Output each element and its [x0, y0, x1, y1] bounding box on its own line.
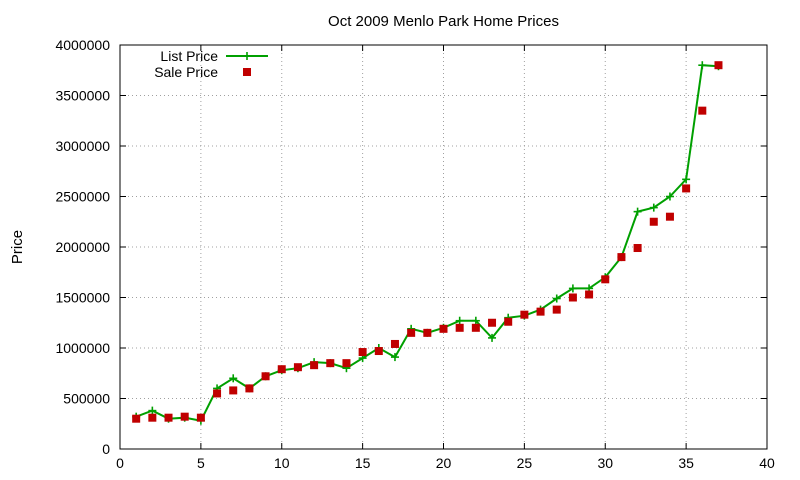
y-tick-label: 3500000 — [55, 88, 110, 104]
x-tick-label: 10 — [274, 455, 290, 471]
series — [132, 61, 723, 425]
sale-price-point — [520, 310, 529, 319]
y-tick-label: 0 — [102, 441, 110, 457]
x-tick-label: 5 — [197, 455, 205, 471]
list-price-point — [665, 192, 674, 201]
grid — [120, 45, 767, 449]
sale-price-point — [682, 184, 691, 193]
sale-price-point — [326, 359, 335, 368]
list-price-point — [649, 203, 658, 212]
sale-price-point — [132, 414, 141, 423]
x-tick-label: 40 — [759, 455, 775, 471]
list-price-line — [135, 64, 719, 422]
sale-price-point — [245, 384, 254, 393]
list-price-point — [682, 175, 691, 184]
y-tick-label: 500000 — [63, 391, 110, 407]
legend: List Price Sale Price — [154, 48, 268, 80]
list-price-point — [148, 406, 157, 415]
y-tick-label: 4000000 — [55, 37, 110, 53]
sale-price-point — [665, 212, 674, 221]
sale-price-point — [617, 253, 626, 262]
y-tick-label: 2500000 — [55, 189, 110, 205]
sale-price-point — [423, 328, 432, 337]
legend-list-price-marker — [243, 52, 251, 60]
y-axis-label: Price — [9, 230, 26, 264]
sale-price-point — [164, 413, 173, 422]
list-price-point — [633, 207, 642, 216]
sale-price-point — [552, 305, 561, 314]
sale-price-point — [536, 307, 545, 316]
sale-price-point — [213, 389, 222, 398]
list-price-point — [488, 333, 497, 342]
list-price-point — [229, 374, 238, 383]
legend-sale-price-label: Sale Price — [154, 64, 218, 80]
y-tick-label: 1500000 — [55, 290, 110, 306]
sale-price-point — [390, 339, 399, 348]
sale-price-point — [148, 413, 157, 422]
sale-price-point — [568, 293, 577, 302]
sale-price-point — [407, 328, 416, 337]
sale-price-point — [293, 363, 302, 372]
sale-price-point — [374, 347, 383, 356]
sale-price-point — [358, 348, 367, 357]
sale-price-point — [277, 365, 286, 374]
sale-price-point — [471, 323, 480, 332]
chart-title: Oct 2009 Menlo Park Home Prices — [328, 13, 559, 30]
x-tick-label: 25 — [517, 455, 533, 471]
list-price-point — [568, 284, 577, 293]
legend-sale-price-marker — [243, 68, 251, 76]
y-tick-label: 2000000 — [55, 239, 110, 255]
sale-price-point — [180, 412, 189, 421]
sale-price-point — [261, 372, 270, 381]
sale-price-point — [455, 323, 464, 332]
x-tick-label: 20 — [436, 455, 452, 471]
x-tick-label: 35 — [678, 455, 694, 471]
sale-price-point — [504, 317, 513, 326]
legend-list-price-label: List Price — [160, 48, 218, 64]
sale-price-point — [698, 106, 707, 115]
list-price-point — [455, 316, 464, 325]
list-price-point — [552, 294, 561, 303]
sale-price-point — [229, 386, 238, 395]
list-price-point — [698, 61, 707, 70]
sale-price-point — [342, 359, 351, 368]
axis-ticks: 0 5 10 15 20 25 30 35 40 0 500000 1000000 1500000 200… — [55, 37, 775, 471]
sale-price-point — [488, 318, 497, 327]
sale-price-point — [633, 244, 642, 253]
sale-price-point — [585, 290, 594, 299]
y-tick-label: 3000000 — [55, 138, 110, 154]
y-tick-label: 1000000 — [55, 340, 110, 356]
legend-plus-marker — [243, 52, 251, 60]
sale-price-point — [310, 361, 319, 370]
list-price-point — [471, 316, 480, 325]
sale-price-point — [601, 275, 610, 284]
sale-price-point — [649, 217, 658, 226]
sale-price-point — [439, 324, 448, 333]
sale-price-point — [196, 413, 205, 422]
x-tick-label: 0 — [116, 455, 124, 471]
x-tick-label: 15 — [355, 455, 371, 471]
x-tick-label: 30 — [597, 455, 613, 471]
sale-price-point — [714, 61, 723, 70]
list-price-point — [390, 353, 399, 362]
